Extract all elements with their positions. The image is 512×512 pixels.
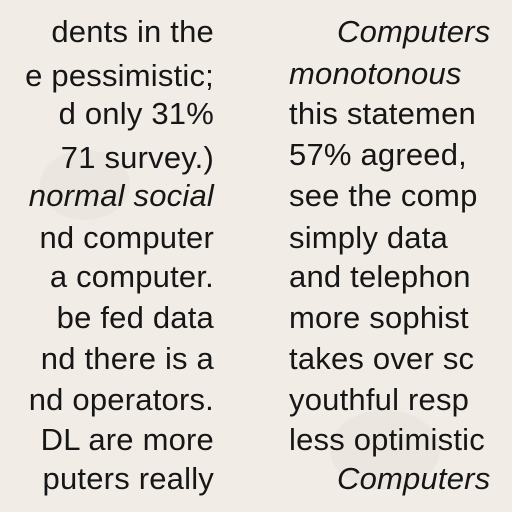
text-line: see the comp — [289, 178, 478, 213]
text-line: DL are more — [40, 422, 214, 457]
text-line: less optimistic — [289, 422, 485, 457]
text-line: Computers — [337, 14, 491, 49]
text-line: dents in the — [51, 14, 214, 49]
text-line: be fed data — [56, 300, 214, 335]
paper-stain — [330, 410, 440, 490]
text-line: 57% agreed, — [289, 137, 467, 172]
text-line: 71 survey.) — [60, 140, 214, 175]
text-line: a computer. — [49, 259, 214, 294]
text-line: youthful resp — [289, 382, 470, 417]
left-text-column: dents in the e pessimistic; d only 31% 7… — [0, 0, 220, 512]
text-line: this statemen — [289, 96, 476, 131]
text-line: e pessimistic; — [25, 58, 214, 93]
right-text-column: Computers monotonous this statemen 57% a… — [289, 0, 512, 512]
paper-stain — [40, 150, 130, 220]
text-line: monotonous — [289, 56, 462, 91]
text-line: more sophist — [289, 300, 469, 335]
text-line: normal social — [28, 178, 214, 213]
text-line: d only 31% — [58, 96, 214, 131]
text-line: and telephon — [289, 259, 471, 294]
text-line: nd operators. — [28, 382, 214, 417]
text-line: simply data — [289, 220, 448, 255]
text-line: nd computer — [39, 220, 214, 255]
text-line: Computers — [337, 461, 491, 496]
text-line: takes over sc — [289, 341, 475, 376]
text-line: nd there is a — [40, 341, 214, 376]
text-line: puters really — [42, 461, 214, 496]
